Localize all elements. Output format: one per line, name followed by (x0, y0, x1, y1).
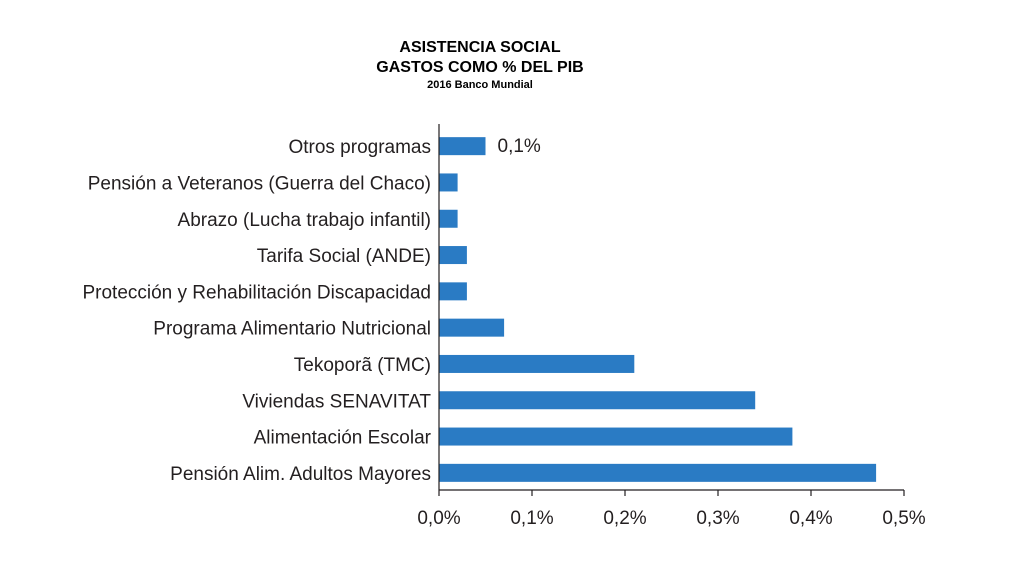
category-label: Otros programas (288, 137, 431, 158)
data-label: 0,1% (498, 136, 541, 157)
bar (439, 318, 505, 337)
x-tick-label: 0,5% (882, 508, 925, 529)
x-tick-label: 0,2% (603, 508, 646, 529)
category-label: Pensión Alim. Adultos Mayores (170, 464, 431, 485)
category-label: Programa Alimentario Nutricional (153, 319, 431, 340)
bar (439, 137, 486, 156)
bar (439, 427, 793, 446)
chart-subtitle: GASTOS COMO % DEL PIB (376, 59, 584, 76)
bar (439, 246, 467, 265)
category-label: Pensión a Veteranos (Guerra del Chaco) (88, 173, 431, 194)
bar (439, 209, 458, 228)
bar (439, 282, 467, 301)
x-tick-label: 0,1% (510, 508, 553, 529)
bar (439, 354, 635, 373)
chart-source: 2016 Banco Mundial (427, 79, 533, 91)
chart-titles: ASISTENCIA SOCIAL GASTOS COMO % DEL PIB … (0, 38, 960, 92)
x-tick-label: 0,4% (789, 508, 832, 529)
category-label: Tekoporã (TMC) (294, 355, 431, 376)
category-label: Viviendas SENAVITAT (242, 391, 431, 412)
category-label: Protección y Rehabilitación Discapacidad (82, 282, 431, 303)
category-label: Tarifa Social (ANDE) (257, 246, 431, 267)
category-label: Abrazo (Lucha trabajo infantil) (178, 210, 431, 231)
bar (439, 391, 756, 410)
x-tick-label: 0,3% (696, 508, 739, 529)
x-tick-label: 0,0% (417, 508, 460, 529)
bar (439, 173, 458, 192)
category-label: Alimentación Escolar (254, 428, 432, 449)
bar (439, 463, 877, 482)
chart-title: ASISTENCIA SOCIAL (399, 39, 561, 56)
